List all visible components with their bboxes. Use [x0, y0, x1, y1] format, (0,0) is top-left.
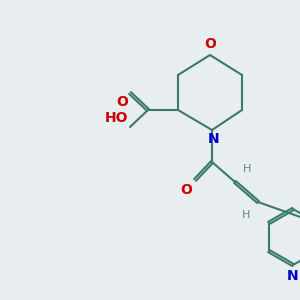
- Text: N: N: [287, 269, 299, 283]
- Text: N: N: [208, 132, 220, 146]
- Text: O: O: [116, 95, 128, 109]
- Text: O: O: [204, 37, 216, 51]
- Text: O: O: [180, 183, 192, 197]
- Text: H: H: [242, 210, 250, 220]
- Text: H: H: [243, 164, 251, 174]
- Text: HO: HO: [104, 111, 128, 125]
